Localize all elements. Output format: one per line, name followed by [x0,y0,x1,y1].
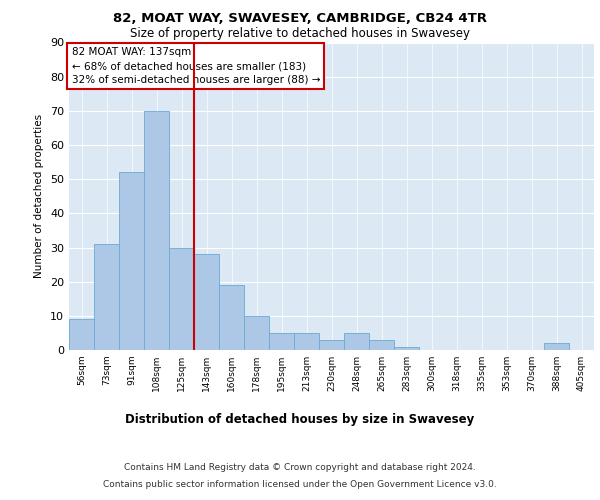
Bar [94,244,119,350]
Bar [544,343,569,350]
Bar [169,248,194,350]
Bar [319,340,344,350]
Bar [369,340,394,350]
Y-axis label: Number of detached properties: Number of detached properties [34,114,44,278]
Text: Contains HM Land Registry data © Crown copyright and database right 2024.: Contains HM Land Registry data © Crown c… [124,462,476,471]
Text: Size of property relative to detached houses in Swavesey: Size of property relative to detached ho… [130,28,470,40]
Bar [144,111,169,350]
Bar [69,320,94,350]
Bar [119,172,144,350]
Bar [194,254,219,350]
Bar [394,346,419,350]
Bar [344,333,369,350]
Bar [294,333,319,350]
Bar [244,316,269,350]
Bar [269,333,294,350]
Text: 82, MOAT WAY, SWAVESEY, CAMBRIDGE, CB24 4TR: 82, MOAT WAY, SWAVESEY, CAMBRIDGE, CB24 … [113,12,487,26]
Bar [219,285,244,350]
Text: 82 MOAT WAY: 137sqm
← 68% of detached houses are smaller (183)
32% of semi-detac: 82 MOAT WAY: 137sqm ← 68% of detached ho… [71,47,320,85]
Text: Contains public sector information licensed under the Open Government Licence v3: Contains public sector information licen… [103,480,497,489]
Text: Distribution of detached houses by size in Swavesey: Distribution of detached houses by size … [125,412,475,426]
